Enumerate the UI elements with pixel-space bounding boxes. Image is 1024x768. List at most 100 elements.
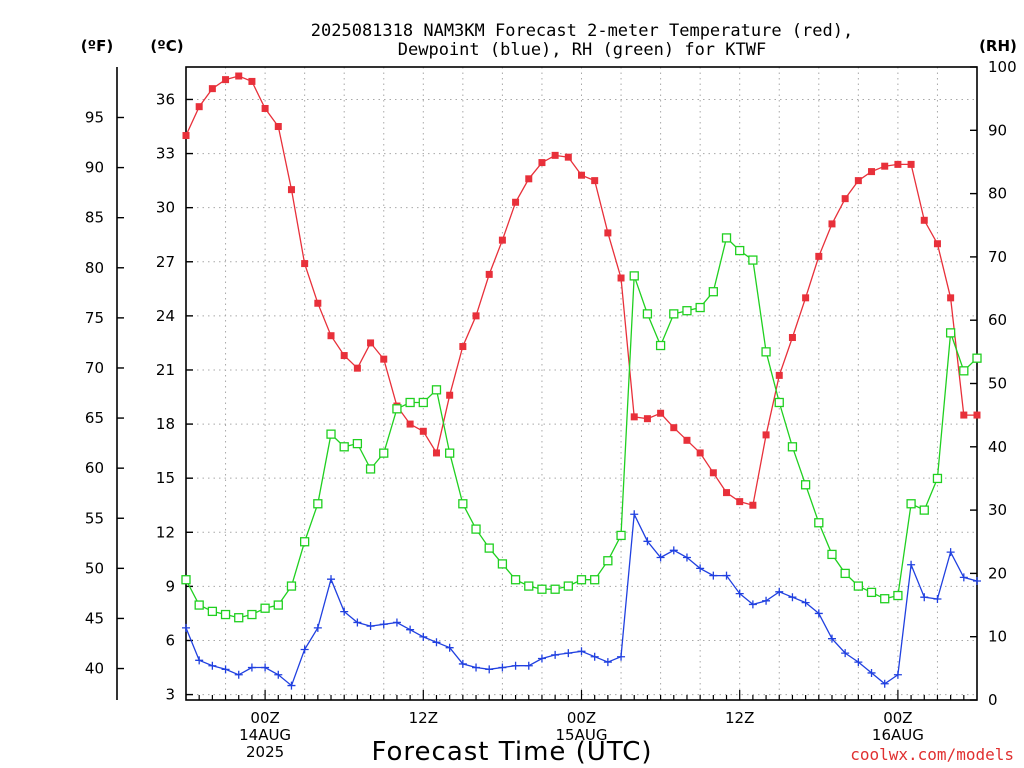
temperature-point xyxy=(182,132,190,140)
dewpoint-point xyxy=(458,659,467,668)
temperature-point xyxy=(841,195,849,203)
rh-point xyxy=(537,584,547,594)
dewpoint-point xyxy=(261,663,270,672)
rh-point xyxy=(339,442,349,452)
rh-point xyxy=(326,429,336,439)
rh-tick-label: 90 xyxy=(988,121,1007,139)
celsius-tick-label: 30 xyxy=(156,199,175,217)
rh-point xyxy=(286,581,297,591)
dewpoint-point xyxy=(775,587,784,596)
rh-point xyxy=(484,543,494,553)
temperature-point xyxy=(432,449,440,457)
dewpoint-point xyxy=(841,649,850,658)
dewpoint-point xyxy=(392,618,401,627)
temperature-point xyxy=(367,339,375,347)
rh-point xyxy=(207,606,218,617)
temperature-line xyxy=(185,75,977,507)
rh-point xyxy=(748,255,758,265)
temperature-point xyxy=(709,469,717,477)
rh-point xyxy=(590,575,600,585)
rh-tick-label: 50 xyxy=(988,375,1007,393)
dewpoint-point xyxy=(340,607,349,616)
fahrenheit-unit-label: (ºF) xyxy=(81,37,113,55)
temperature-point xyxy=(274,123,282,131)
rh-point xyxy=(695,302,705,313)
rh-point xyxy=(603,556,613,566)
rh-point xyxy=(814,518,824,528)
dewpoint-point xyxy=(643,537,652,546)
dewpoint-point xyxy=(366,622,375,631)
series-rh xyxy=(181,233,982,623)
temperature-point xyxy=(775,371,783,379)
rh-point xyxy=(510,575,521,585)
rh-unit-label: (RH) xyxy=(979,37,1017,55)
rh-tick-label: 40 xyxy=(988,438,1007,456)
rh-point xyxy=(365,464,376,474)
x-tick-label: 00Z xyxy=(250,709,279,727)
temperature-point xyxy=(960,411,968,419)
fahrenheit-tick-label: 75 xyxy=(85,309,104,327)
rh-point xyxy=(445,448,455,458)
dewpoint-point xyxy=(406,625,415,634)
temperature-point xyxy=(815,252,823,260)
rh-point xyxy=(563,581,573,591)
temperature-point xyxy=(973,411,981,419)
data-series xyxy=(181,72,982,690)
dewpoint-point xyxy=(959,573,968,582)
rh-point xyxy=(853,581,863,591)
rh-point xyxy=(458,499,468,509)
celsius-tick-label: 12 xyxy=(156,523,175,541)
dewpoint-point xyxy=(630,510,639,519)
celsius-tick-label: 18 xyxy=(156,415,175,433)
dewpoint-point xyxy=(854,658,863,667)
dewpoint-point xyxy=(432,638,441,647)
temperature-point xyxy=(696,449,704,457)
fahrenheit-tick-label: 45 xyxy=(85,609,104,627)
temperature-point xyxy=(235,72,243,80)
temperature-point xyxy=(512,198,520,206)
dewpoint-point xyxy=(827,634,836,643)
rh-point xyxy=(313,499,323,509)
temperature-point xyxy=(340,352,348,360)
rh-tick-label: 80 xyxy=(988,185,1007,203)
dewpoint-point xyxy=(247,663,256,672)
temperature-point xyxy=(446,391,454,399)
celsius-tick-label: 33 xyxy=(156,145,175,163)
rh-point xyxy=(708,287,718,297)
temperature-point xyxy=(604,229,612,237)
temperature-point xyxy=(538,159,546,167)
dewpoint-point xyxy=(814,609,823,618)
rh-point xyxy=(352,438,363,449)
dewpoint-point xyxy=(182,623,190,632)
dewpoint-point xyxy=(880,679,889,688)
rh-point xyxy=(655,340,666,351)
x-tick-label: 16AUG xyxy=(872,726,924,744)
temperature-point xyxy=(564,153,572,161)
rh-point xyxy=(299,537,310,547)
dewpoint-point xyxy=(709,571,718,580)
temperature-point xyxy=(723,489,731,497)
x-axis-title: Forecast Time (UTC) xyxy=(371,737,652,767)
temperature-point xyxy=(485,270,493,278)
fahrenheit-tick-label: 85 xyxy=(85,209,104,227)
temperature-point xyxy=(802,294,810,302)
rh-point xyxy=(550,584,560,594)
dewpoint-point xyxy=(300,645,309,654)
fahrenheit-tick-label: 60 xyxy=(85,459,104,477)
rh-point xyxy=(273,600,283,610)
temperature-point xyxy=(261,104,269,112)
dewpoint-point xyxy=(287,681,296,690)
rh-point xyxy=(721,233,732,243)
temperature-point xyxy=(287,186,295,194)
dewpoint-point xyxy=(353,618,362,627)
celsius-tick-label: 24 xyxy=(156,307,175,325)
rh-point xyxy=(616,530,626,541)
x-tick-label: 15AUG xyxy=(556,726,608,744)
rh-point xyxy=(840,568,850,579)
rh-point xyxy=(959,366,969,376)
rh-point xyxy=(220,609,231,620)
rh-tick-label: 30 xyxy=(988,501,1007,519)
temperature-point xyxy=(683,436,691,444)
rh-point xyxy=(761,347,771,357)
